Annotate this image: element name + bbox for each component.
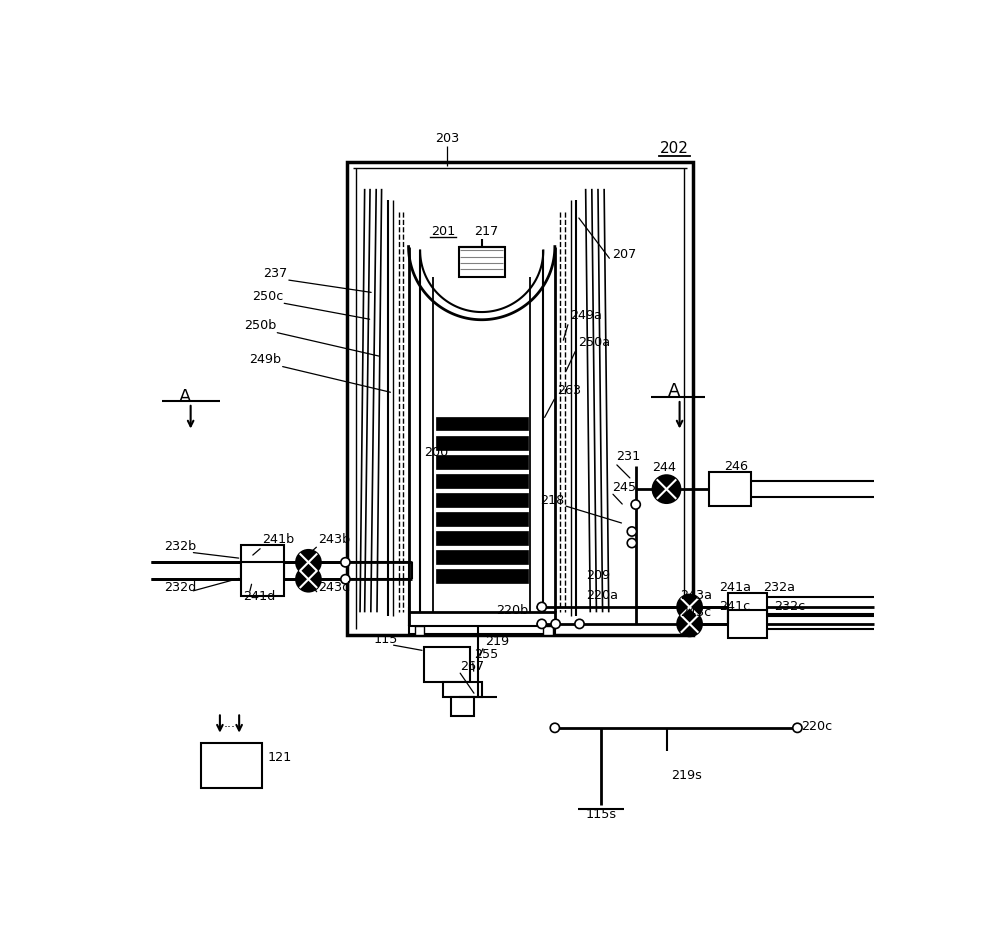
Text: 250c: 250c bbox=[252, 290, 283, 303]
Text: 218: 218 bbox=[541, 494, 565, 507]
Bar bbox=[436, 531, 528, 545]
Circle shape bbox=[296, 567, 321, 592]
Text: 219s: 219s bbox=[671, 769, 702, 782]
Bar bbox=[436, 569, 528, 583]
Bar bbox=[241, 545, 284, 579]
Bar bbox=[241, 562, 284, 596]
Text: 121: 121 bbox=[268, 750, 292, 763]
Text: ...: ... bbox=[224, 718, 236, 731]
Text: 200: 200 bbox=[424, 445, 448, 459]
Bar bbox=[728, 593, 767, 621]
Text: 241b: 241b bbox=[262, 533, 294, 546]
Text: 241a: 241a bbox=[719, 582, 751, 595]
Text: 207: 207 bbox=[613, 248, 637, 261]
Bar bbox=[436, 493, 528, 507]
Text: 249a: 249a bbox=[570, 309, 602, 322]
Text: 237: 237 bbox=[263, 267, 288, 280]
Text: 267: 267 bbox=[460, 660, 484, 673]
Text: 241d: 241d bbox=[243, 591, 275, 603]
Bar bbox=[201, 743, 262, 788]
Text: 115s: 115s bbox=[585, 808, 617, 820]
Circle shape bbox=[677, 595, 702, 619]
Text: 231: 231 bbox=[616, 450, 641, 463]
Circle shape bbox=[550, 723, 559, 733]
Text: 243c: 243c bbox=[680, 606, 711, 619]
Circle shape bbox=[627, 527, 636, 536]
Bar bbox=[443, 681, 482, 697]
Text: 232c: 232c bbox=[774, 599, 805, 612]
Text: 250b: 250b bbox=[244, 320, 276, 333]
Bar bbox=[436, 550, 528, 564]
Bar bbox=[728, 610, 767, 637]
Circle shape bbox=[627, 539, 636, 548]
Circle shape bbox=[537, 602, 546, 611]
Text: 220b: 220b bbox=[496, 604, 528, 617]
Bar bbox=[347, 162, 693, 636]
Text: 245: 245 bbox=[613, 481, 637, 494]
Text: A: A bbox=[668, 381, 680, 400]
Circle shape bbox=[296, 550, 321, 575]
Text: 220a: 220a bbox=[586, 589, 618, 602]
Bar bbox=[436, 455, 528, 469]
Bar bbox=[436, 513, 528, 526]
Text: 115: 115 bbox=[373, 633, 398, 646]
Text: 217: 217 bbox=[474, 225, 498, 238]
Circle shape bbox=[341, 575, 350, 583]
Text: 243d: 243d bbox=[318, 582, 351, 595]
Circle shape bbox=[551, 619, 560, 628]
Text: 249b: 249b bbox=[249, 353, 282, 366]
Text: 201: 201 bbox=[431, 225, 455, 238]
Circle shape bbox=[677, 611, 702, 637]
Circle shape bbox=[631, 500, 640, 509]
Text: 250a: 250a bbox=[578, 336, 610, 350]
Circle shape bbox=[341, 557, 350, 567]
Bar bbox=[459, 247, 505, 278]
Bar bbox=[436, 417, 528, 431]
Text: 243b: 243b bbox=[318, 533, 351, 546]
Bar bbox=[424, 647, 470, 681]
Text: 220c: 220c bbox=[801, 720, 832, 733]
Text: A: A bbox=[179, 388, 191, 405]
Text: 232a: 232a bbox=[763, 582, 795, 595]
Text: 232d: 232d bbox=[164, 582, 197, 595]
Bar bbox=[409, 612, 555, 626]
Text: 244: 244 bbox=[652, 461, 676, 474]
Circle shape bbox=[793, 723, 802, 733]
Text: 203: 203 bbox=[435, 132, 459, 145]
Circle shape bbox=[653, 475, 680, 503]
Text: 232b: 232b bbox=[164, 541, 197, 554]
Circle shape bbox=[537, 619, 546, 628]
Bar bbox=[415, 626, 424, 636]
Text: 243a: 243a bbox=[680, 589, 712, 602]
Bar bbox=[709, 473, 751, 506]
Text: 255: 255 bbox=[474, 648, 498, 661]
Bar bbox=[436, 436, 528, 449]
Bar bbox=[409, 626, 555, 634]
Text: 202: 202 bbox=[660, 141, 689, 156]
Bar bbox=[436, 474, 528, 487]
Bar bbox=[451, 697, 474, 717]
Text: 246: 246 bbox=[724, 459, 748, 473]
Text: 263: 263 bbox=[557, 384, 581, 397]
Bar bbox=[543, 626, 553, 636]
Text: 219: 219 bbox=[486, 635, 510, 648]
Circle shape bbox=[575, 619, 584, 628]
Text: 209: 209 bbox=[586, 569, 610, 582]
Text: 241c: 241c bbox=[719, 599, 750, 612]
